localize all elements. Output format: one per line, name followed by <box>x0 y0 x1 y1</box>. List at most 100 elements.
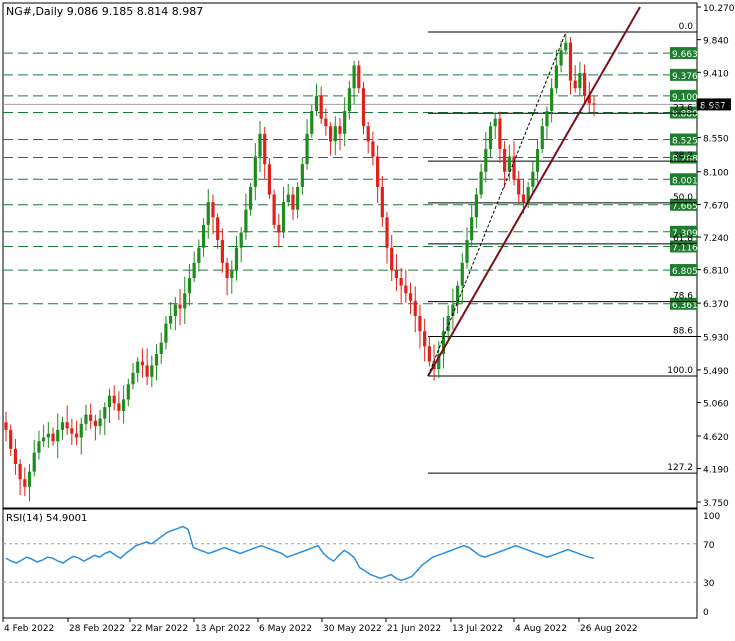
time-tick-label: 28 Feb 2022 <box>69 624 125 634</box>
candle-body <box>169 315 173 324</box>
candle-body <box>93 420 97 427</box>
candle-body <box>103 407 107 419</box>
symbol-info: NG#,Daily 9.086 9.185 8.814 8.987 <box>6 5 203 18</box>
candle-body <box>272 194 276 225</box>
candle-body <box>441 331 446 354</box>
candle-body <box>27 471 32 487</box>
candle-body <box>474 194 478 218</box>
fib-level-label: 23.6 <box>673 103 693 113</box>
candle-body <box>305 133 309 165</box>
candle-body <box>413 300 417 316</box>
price-tick-label: 3.750 <box>703 499 729 509</box>
candle-body <box>150 365 154 377</box>
level-badge <box>670 225 697 238</box>
candle-body <box>550 88 554 112</box>
uptrend-line <box>427 6 641 377</box>
price-tick-label: 6.810 <box>703 267 729 277</box>
candle-body <box>427 346 431 362</box>
candle-body <box>173 304 177 316</box>
candle-body <box>352 65 356 89</box>
candle-body <box>291 194 295 210</box>
price-tick-label: 4.190 <box>703 466 729 476</box>
candle-body <box>74 433 79 438</box>
candle-body <box>192 262 196 279</box>
candle-body <box>503 148 507 172</box>
candle-body <box>455 285 460 305</box>
fib-level-label: 61.8 <box>673 234 693 244</box>
candle-body <box>573 80 577 89</box>
candle-body <box>512 156 516 180</box>
time-tick-label: 6 May 2022 <box>259 624 312 634</box>
candle-body <box>98 418 102 427</box>
fib-level-label: 100.0 <box>667 366 693 376</box>
candle-body <box>484 148 488 172</box>
candle-body <box>479 171 483 195</box>
level-badge <box>670 89 697 102</box>
fib-level-label: 88.6 <box>673 326 693 336</box>
time-tick-label: 13 Jul 2022 <box>452 624 503 634</box>
candle-body <box>564 42 568 51</box>
level-badge-text: 6.805 <box>672 267 698 277</box>
candle-body <box>60 422 65 430</box>
candle-body <box>343 111 347 134</box>
candle-body <box>18 464 22 480</box>
price-tick-label: 5.930 <box>703 333 729 343</box>
rsi-plot-frame <box>2 508 698 619</box>
time-tick-label: 4 Aug 2022 <box>515 624 567 634</box>
candle-body <box>366 126 370 142</box>
candle-body <box>220 240 224 263</box>
candle-body <box>79 423 83 438</box>
level-badge-text: 9.663 <box>672 50 698 60</box>
fibonacci-retracement: 0.0 23.6 38.2 50.0 61.8 78.6 88.6 100.0 127.2 <box>428 22 697 474</box>
candle-body <box>281 202 286 233</box>
level-badge-text: 8.288 <box>672 154 698 164</box>
candle-body <box>319 95 323 119</box>
candle-body <box>84 414 88 424</box>
level-badge <box>670 151 697 164</box>
candle-body <box>559 50 563 66</box>
candle-body <box>328 126 333 142</box>
candle-body <box>140 361 145 366</box>
level-badge-text: 7.116 <box>672 243 698 253</box>
candle-body <box>42 437 46 442</box>
level-badge <box>670 198 697 211</box>
candle-body <box>554 65 558 89</box>
level-badge-text: 8.525 <box>672 136 698 146</box>
level-badge-text: 8.001 <box>672 176 698 186</box>
candle-body <box>310 111 314 134</box>
candle-body <box>187 278 192 294</box>
candle-body <box>277 224 281 233</box>
candle-body <box>51 433 55 442</box>
candle-body <box>324 118 328 127</box>
candle-body <box>23 479 27 487</box>
candle-body <box>446 315 450 332</box>
candle-body <box>314 95 319 112</box>
time-tick-label: 4 Feb 2022 <box>4 624 54 634</box>
candle-body <box>211 202 215 218</box>
main-plot-frame <box>2 2 698 509</box>
horizontal-levels: 9.663 9.376 9.100 8.880 8.525 8.288 8.001 7.665… <box>3 47 731 311</box>
candle-body <box>545 111 549 127</box>
rsi-tick-label: 30 <box>703 579 715 589</box>
fib-level-label: 0.0 <box>679 22 694 32</box>
candle-body <box>244 209 248 233</box>
price-tick-label: 7.670 <box>703 201 729 211</box>
candle-body <box>587 95 591 104</box>
candle-body <box>230 270 234 279</box>
candle-body <box>300 164 304 187</box>
candle-body <box>361 88 366 127</box>
candle-body <box>131 372 135 385</box>
candle-body <box>465 240 469 263</box>
trendlines <box>427 6 641 377</box>
level-badge-text: 8.880 <box>672 110 698 120</box>
candle-body <box>517 179 521 195</box>
candle-body <box>56 429 60 442</box>
level-badge <box>670 297 697 310</box>
time-axis: 4 Feb 2022 28 Feb 2022 22 Mar 2022 13 Apr 2… <box>2 618 638 634</box>
candle-body <box>380 186 384 218</box>
price-tick-label: 8.100 <box>703 169 729 179</box>
candle-body <box>568 42 573 81</box>
candle-body <box>65 422 69 429</box>
